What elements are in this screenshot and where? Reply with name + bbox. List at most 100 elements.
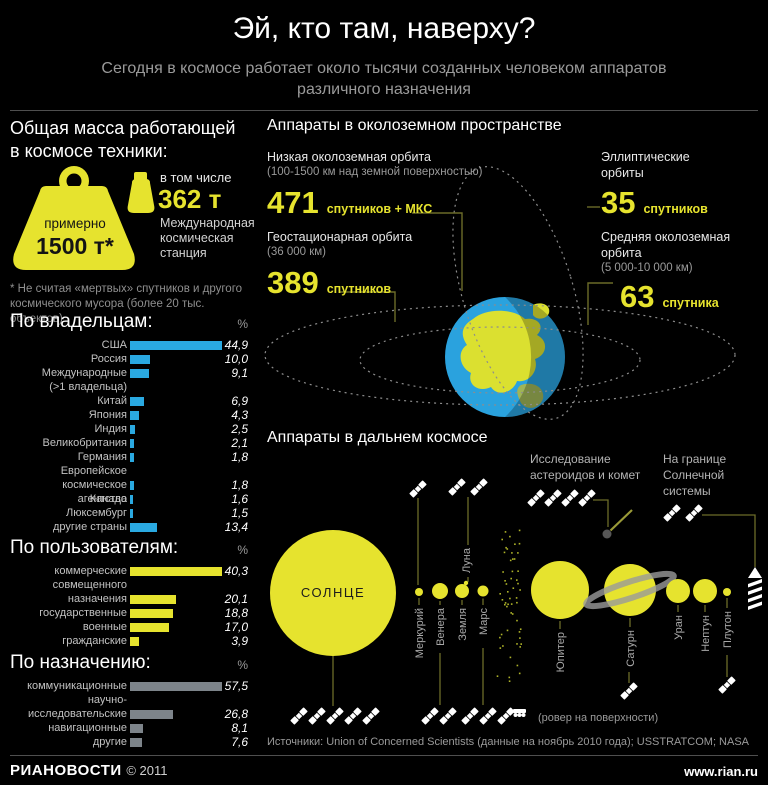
site-link[interactable]: www.rian.ru [684, 764, 758, 779]
bar-label: Канада [89, 493, 127, 505]
bar-row: военные 17,0 [10, 620, 248, 634]
bar [130, 709, 173, 719]
asteroid-speck [519, 589, 521, 591]
satellite-icon [718, 676, 736, 694]
satellite-icon [620, 682, 638, 700]
bar-row: Люксембург 1,5 [10, 506, 248, 520]
bar-label: государственные [39, 607, 127, 619]
bar-label: Индия [94, 423, 127, 435]
bar-row: научно-исследовательские 26,8 [10, 693, 248, 721]
bar-label: другие страны [53, 521, 127, 533]
leo-title: Низкая околоземная орбита [267, 150, 431, 164]
bar-value: 26,8 [224, 707, 248, 721]
asteroid-speck [516, 643, 518, 645]
chart-users-title: По пользователям: [10, 537, 179, 558]
chart-purpose-title: По назначению: [10, 652, 151, 673]
bar-row: совмещенного назначения 20,1 [10, 578, 248, 606]
mass-footnote: * Не считая «мертвых» спутников и другог… [10, 283, 243, 325]
leo-count: 471 [267, 185, 319, 220]
bar-value: 20,1 [224, 592, 248, 606]
iss-name: Международная космическая станция [160, 216, 255, 260]
elliptical-title: Эллиптические орбиты [601, 150, 690, 180]
sources-line: Источники: Union of Concerned Scientists… [267, 736, 750, 748]
asteroid-speck [516, 579, 518, 581]
satellite-icon [344, 707, 362, 725]
bar [130, 622, 169, 632]
bar-label: военные [82, 621, 127, 633]
asteroid-speck [510, 603, 513, 605]
bar [130, 723, 143, 733]
asteroid-speck [504, 602, 507, 604]
bar-row: Международные (>1 владельца) 9,1 [10, 366, 248, 394]
bar-label: Великобритания [42, 437, 127, 449]
satellite-icon [409, 480, 427, 498]
leo-unit: спутников + МКС [326, 202, 433, 216]
bar-value: 13,4 [224, 520, 248, 534]
bar-row: Германия 1,8 [10, 450, 248, 464]
bar [130, 354, 151, 364]
bar-value: 2,1 [231, 436, 248, 450]
header-divider [10, 110, 758, 111]
bar-row: Китай 6,9 [10, 394, 248, 408]
asteroid-speck [504, 580, 506, 582]
bar-value: 1,5 [231, 506, 248, 520]
asteroid-speck [499, 593, 501, 595]
planet-label: Нептун [700, 615, 712, 652]
asteroid-speck [504, 603, 506, 606]
bar [130, 636, 139, 646]
sun [270, 530, 396, 656]
planet [463, 580, 469, 586]
bar [130, 566, 222, 576]
bar [130, 681, 222, 691]
planet-label: Юпитер [555, 632, 567, 672]
asteroid-speck [517, 570, 519, 572]
asteroid-callout-line [593, 499, 609, 527]
geostationary-orbit-ellipse [264, 304, 736, 406]
asteroid-speck [509, 559, 512, 562]
bar-row: Япония 4,3 [10, 408, 248, 422]
meo-subtitle: (5 000-10 000 км) [601, 262, 693, 274]
planet-label: Уран [673, 615, 685, 640]
asteroid-research-label: Исследование [530, 452, 611, 466]
bar-label: Люксембург [65, 507, 127, 519]
bar [130, 494, 134, 504]
bar-value: 2,5 [231, 422, 248, 436]
asteroid-speck [512, 558, 514, 560]
asteroid-speck [518, 672, 521, 675]
bar-row: коммуникационные 57,5 [10, 679, 248, 693]
geostationary-orbit-block: Геостационарная орбита (36 000 км) 389 с… [267, 229, 607, 298]
bar-label: навигационные [48, 722, 127, 734]
asteroid-speck [508, 680, 511, 682]
asteroid-speck [519, 628, 522, 630]
asteroid-speck [502, 645, 504, 647]
bar [130, 368, 149, 378]
bar-label: США [101, 339, 127, 351]
asteroid-speck [511, 570, 514, 573]
iss-mass-value: 362 т [158, 184, 222, 214]
asteroid-speck [502, 571, 504, 573]
chart-purpose-unit: % [237, 658, 248, 672]
bar-row: Канада 1,6 [10, 492, 248, 506]
planet-label: Меркурий [414, 608, 426, 658]
asteroid-speck [517, 552, 519, 554]
planet-label: Плутон [722, 611, 734, 648]
asteroid-speck [512, 587, 515, 589]
medium-orbit-block: Средняя околоземная орбита (5 000-10 000… [601, 229, 768, 312]
planet [531, 561, 589, 619]
elliptical-count: 35 [601, 185, 636, 220]
asteroid-speck [516, 601, 518, 604]
elliptical-unit: спутников [643, 202, 708, 216]
planet-label: Сатурн [625, 630, 637, 667]
bar [130, 410, 139, 420]
bar-value: 44,9 [224, 338, 248, 352]
bar [130, 737, 143, 747]
chart-owners-rows: США 44,9 Россия 10,0 Международные (>1 владел… [10, 338, 248, 534]
solar-boundary-label: Солнечной [663, 468, 724, 482]
iss-incl-label: в том числе [160, 170, 232, 185]
bar-label: Международные (>1 владельца) [41, 367, 127, 393]
asteroid-belt [496, 529, 522, 682]
deep-space-heading: Аппараты в дальнем космосе [267, 429, 488, 446]
bar [130, 424, 136, 434]
satellite-icon [439, 707, 457, 725]
